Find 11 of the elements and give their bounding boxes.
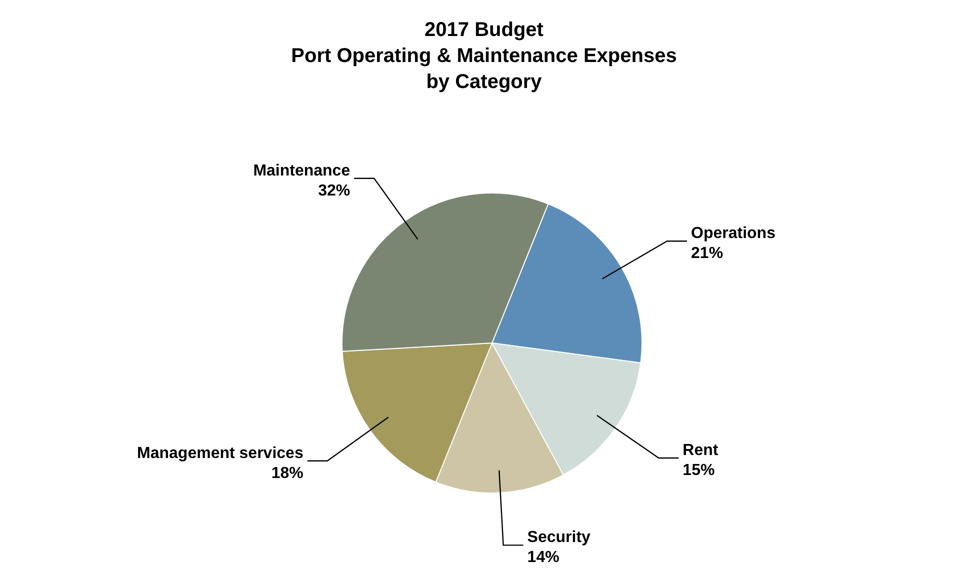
data-label: 21% [691, 245, 724, 262]
data-label: 15% [682, 462, 715, 479]
chart-title: 2017 Budget Port Operating & Maintenance Expenses by Category [291, 19, 677, 93]
data-label: 18% [271, 464, 304, 482]
slice-label: Maintenance [253, 162, 350, 180]
data-label: 14% [527, 549, 560, 566]
slice-label: Rent [682, 442, 719, 459]
slice-label: Security [527, 529, 591, 546]
slice-label: Management services [137, 444, 304, 462]
slice-label: Operations [691, 225, 776, 242]
data-label: 32% [318, 182, 350, 200]
